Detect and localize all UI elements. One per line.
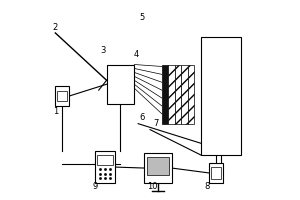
Bar	[188, 64, 194, 124]
Bar	[175, 64, 181, 124]
Text: 8: 8	[205, 182, 210, 191]
Bar	[209, 163, 223, 183]
Bar	[97, 155, 112, 165]
Bar	[182, 64, 188, 124]
Bar	[95, 151, 115, 183]
Text: 4: 4	[134, 50, 139, 59]
Bar	[57, 91, 67, 101]
Text: 6: 6	[140, 113, 145, 122]
Text: 9: 9	[92, 182, 98, 191]
Bar	[55, 86, 69, 106]
Text: 1: 1	[53, 107, 58, 116]
Bar	[211, 167, 221, 179]
Bar	[201, 37, 241, 155]
Text: 2: 2	[53, 23, 58, 32]
Bar	[106, 64, 134, 104]
Text: 7: 7	[153, 119, 159, 128]
Bar	[162, 64, 168, 124]
Bar	[144, 153, 172, 183]
Bar	[147, 157, 169, 175]
Text: 3: 3	[100, 46, 105, 55]
Text: 10: 10	[147, 182, 157, 191]
Bar	[168, 64, 175, 124]
Text: 5: 5	[140, 13, 145, 22]
